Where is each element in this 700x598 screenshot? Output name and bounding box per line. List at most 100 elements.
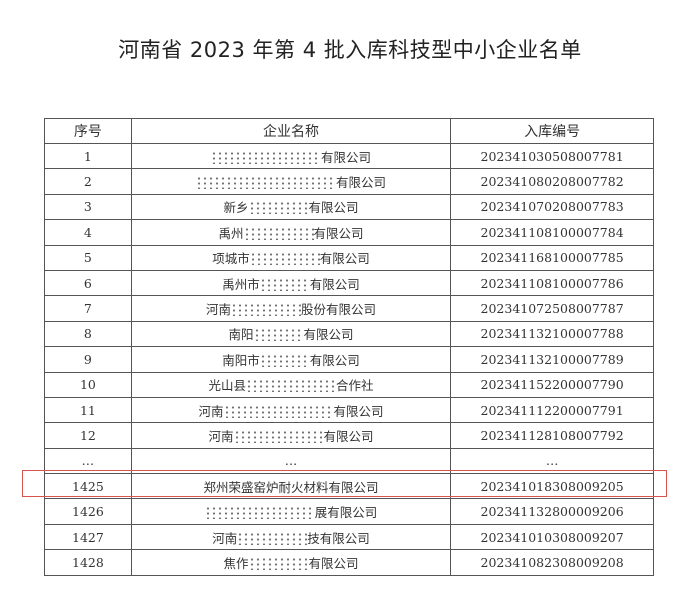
table-row: 10 光山县 合作社 202341152200007790 — [44, 371, 654, 398]
table-row: 8 南阳 有限公司 202341132100007788 — [44, 320, 654, 348]
registration-number: 202341030508007781 — [450, 142, 654, 170]
company-name: 有限公司 — [130, 168, 452, 195]
company-name-suffix: 有限公司 — [313, 225, 364, 241]
table-row: 1 有限公司 202341030508007781 — [44, 142, 654, 170]
company-name: 项城市 有限公司 — [130, 244, 452, 271]
company-name-suffix: 有限公司 — [319, 251, 370, 267]
serial-number: 6 — [44, 269, 132, 297]
table-row: 7 河南 股份有限公司 202341072508007787 — [44, 295, 654, 322]
header-company-name: 企业名称 — [130, 118, 452, 144]
header-serial-number: 序号 — [44, 118, 132, 144]
serial-number: 4 — [44, 219, 132, 246]
document-title: 河南省 2023 年第 4 批入库科技型中小企业名单 — [118, 38, 582, 62]
company-name: 南阳 有限公司 — [130, 320, 452, 348]
table-row: 5 项城市 有限公司 202341168100007785 — [44, 244, 654, 271]
registration-number: 202341152200007790 — [450, 371, 654, 398]
registration-number: 202341132100007789 — [450, 346, 654, 373]
company-name-suffix: 有限公司 — [308, 555, 359, 571]
company-name-prefix: 河南 — [208, 428, 234, 444]
redaction-mask — [248, 556, 309, 570]
registration-number: 202341112200007791 — [450, 396, 654, 424]
company-name-prefix: 南阳 — [228, 327, 254, 343]
redaction-mask — [195, 176, 336, 190]
company-name-suffix: 有限公司 — [309, 276, 360, 292]
company-name-prefix: 禹州 — [218, 225, 244, 241]
redaction-mask — [248, 201, 309, 215]
table-header-row: 序号 企业名称 入库编号 — [44, 118, 654, 144]
company-name: 展有限公司 — [130, 498, 452, 525]
serial-number: 1427 — [44, 523, 132, 551]
company-name-prefix: … — [284, 453, 298, 469]
registration-number: 202341128108007792 — [450, 422, 654, 449]
table-row: 9 南阳市 有限公司 202341132100007789 — [44, 346, 654, 373]
registration-number: 202341168100007785 — [450, 244, 654, 271]
registration-number: … — [450, 447, 654, 475]
company-name-prefix: 项城市 — [212, 251, 250, 267]
company-name-suffix: 有限公司 — [308, 200, 359, 216]
redaction-mask — [246, 379, 336, 393]
serial-number: 2 — [44, 168, 132, 195]
serial-number: … — [44, 447, 132, 475]
company-name-suffix: 有限公司 — [335, 175, 386, 191]
registration-number: 202341010308009207 — [450, 523, 654, 551]
serial-number: 12 — [44, 422, 132, 449]
registration-number: 202341070208007783 — [450, 193, 654, 221]
company-name: 河南 有限公司 — [130, 396, 452, 424]
company-name-suffix: 有限公司 — [323, 428, 374, 444]
company-name: 光山县 合作社 — [130, 371, 452, 398]
company-name-prefix: 河南 — [205, 302, 231, 318]
company-name: 南阳市 有限公司 — [130, 346, 452, 373]
serial-number: 9 — [44, 346, 132, 373]
registration-number: 202341080208007782 — [450, 168, 654, 195]
registration-number: 202341132800009206 — [450, 498, 654, 525]
company-name: 禹州市 有限公司 — [130, 269, 452, 297]
table-row: 4 禹州 有限公司 202341108100007784 — [44, 219, 654, 246]
table-row: 12 河南 有限公司 202341128108007792 — [44, 422, 654, 449]
company-name-suffix: 股份有限公司 — [301, 302, 377, 318]
company-name-prefix: 郑州荣盛窑炉耐火材料有限公司 — [203, 479, 379, 495]
company-name: 禹州 有限公司 — [130, 219, 452, 246]
company-name-suffix: 展有限公司 — [314, 505, 378, 521]
table-row: 1427 河南 技有限公司 202341010308009207 — [44, 523, 654, 551]
serial-number: 3 — [44, 193, 132, 221]
redaction-mask — [259, 353, 310, 367]
company-name: 郑州荣盛窑炉耐火材料有限公司 — [130, 473, 452, 500]
company-list-table: 序号 企业名称 入库编号 1 有限公司 202341030508007781 2 有限公… — [44, 118, 654, 576]
redaction-mask — [243, 226, 314, 240]
serial-number: 1428 — [44, 549, 132, 576]
table-row: 3 新乡 有限公司 202341070208007783 — [44, 193, 654, 221]
company-name-suffix: 技有限公司 — [307, 530, 370, 546]
company-name-prefix: 河南 — [212, 530, 238, 546]
company-name-suffix: 有限公司 — [303, 327, 354, 343]
redaction-mask — [233, 429, 324, 443]
table-row: … … … — [44, 447, 654, 475]
redaction-mask — [223, 404, 334, 418]
company-name: 焦作 有限公司 — [130, 549, 452, 576]
serial-number: 11 — [44, 396, 132, 424]
serial-number: 1426 — [44, 498, 132, 525]
redaction-mask — [210, 150, 321, 164]
registration-number: 202341072508007787 — [450, 295, 654, 322]
serial-number: 1 — [44, 142, 132, 170]
registration-number: 202341108100007786 — [450, 269, 654, 297]
company-name-prefix: 光山县 — [208, 378, 246, 394]
redaction-mask — [237, 531, 308, 545]
redaction-mask — [259, 277, 310, 291]
table-row: 1425 郑州荣盛窑炉耐火材料有限公司 202341018308009205 — [44, 473, 654, 500]
company-name-prefix: 禹州市 — [222, 276, 260, 292]
company-name: 河南 技有限公司 — [130, 523, 452, 551]
serial-number: 7 — [44, 295, 132, 322]
registration-number: 202341018308009205 — [450, 473, 654, 500]
redaction-mask — [204, 506, 315, 520]
redaction-mask — [253, 328, 304, 342]
company-name-prefix: 南阳市 — [222, 352, 260, 368]
serial-number: 5 — [44, 244, 132, 271]
serial-number: 8 — [44, 320, 132, 348]
company-name: 有限公司 — [130, 142, 452, 170]
serial-number: 1425 — [44, 473, 132, 500]
company-name-suffix: 有限公司 — [320, 149, 371, 165]
registration-number: 202341132100007788 — [450, 320, 654, 348]
company-name: … — [130, 447, 452, 475]
header-registration-number: 入库编号 — [450, 118, 654, 144]
company-name-suffix: 有限公司 — [309, 352, 360, 368]
